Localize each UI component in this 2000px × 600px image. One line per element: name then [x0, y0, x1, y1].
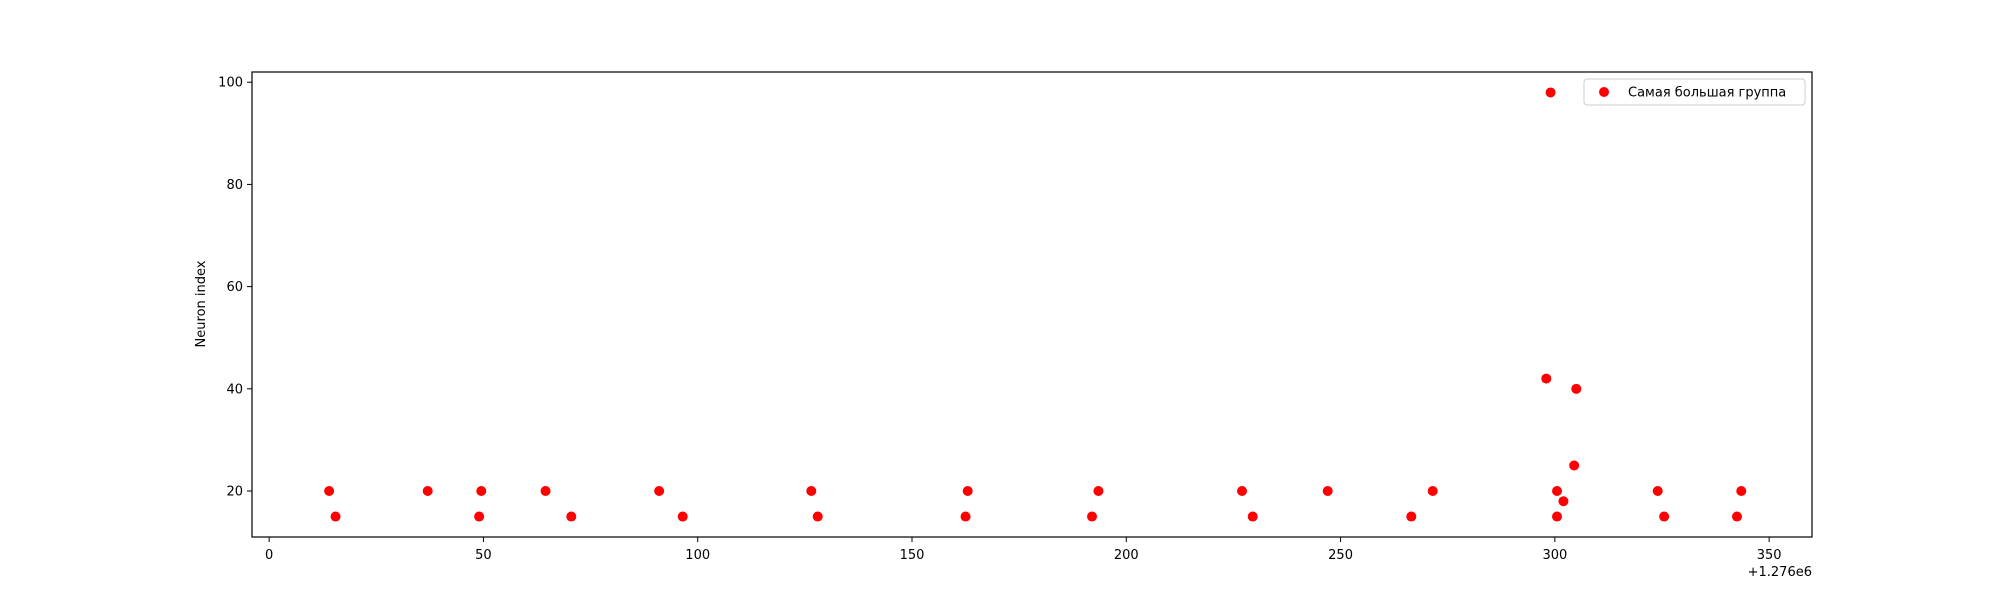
data-point — [1736, 486, 1747, 497]
x-tick-label: 50 — [475, 548, 492, 563]
axes-frame — [251, 71, 1813, 538]
data-point — [654, 486, 665, 497]
x-tick-label: 200 — [1114, 548, 1139, 563]
y-axis-label: Neuron index — [194, 260, 209, 347]
legend-marker — [1599, 87, 1609, 97]
data-point — [324, 486, 335, 497]
y-tick-label: 60 — [226, 280, 243, 295]
x-tick-label: 0 — [265, 548, 273, 563]
data-point — [540, 486, 551, 497]
data-point — [330, 511, 341, 522]
data-point — [1652, 486, 1663, 497]
data-point — [1552, 486, 1562, 497]
data-point — [962, 486, 973, 497]
data-point — [1552, 511, 1562, 522]
data-point — [812, 511, 823, 522]
data-point — [1237, 486, 1247, 497]
data-point — [1093, 486, 1104, 497]
data-point — [1322, 486, 1333, 497]
data-point — [1541, 373, 1552, 384]
y-axis: 20 40 60 80 100 — [218, 76, 252, 500]
x-tick-label: 350 — [1757, 548, 1782, 563]
data-point — [1545, 87, 1556, 98]
x-axis-offset-label: +1.276e6 — [1748, 565, 1812, 580]
data-point — [1247, 511, 1258, 522]
data-point — [806, 486, 817, 497]
y-tick-label: 100 — [218, 76, 243, 91]
data-point — [677, 511, 688, 522]
data-point — [566, 511, 577, 522]
y-tick-label: 40 — [226, 382, 243, 397]
plot-area — [324, 87, 1747, 522]
data-point — [1558, 496, 1569, 507]
data-point — [1406, 511, 1417, 522]
legend-box — [1583, 78, 1806, 106]
data-point — [1087, 511, 1097, 522]
legend: Самая большая группа — [1583, 78, 1806, 106]
y-tick-label: 80 — [226, 178, 243, 193]
data-point — [422, 486, 433, 497]
legend-label: Самая большая группа — [1628, 86, 1786, 101]
data-point — [1732, 511, 1742, 522]
x-tick-label: 300 — [1542, 548, 1567, 563]
y-tick-label: 20 — [226, 485, 243, 500]
data-point — [960, 511, 971, 522]
x-tick-label: 150 — [900, 548, 925, 563]
data-point — [1571, 383, 1582, 394]
x-axis: 0 50 100 150 200 250 300 350 — [265, 537, 1782, 563]
data-point — [1659, 511, 1670, 522]
data-point — [474, 511, 485, 522]
data-point — [1569, 460, 1580, 471]
data-point — [476, 486, 487, 497]
x-tick-label: 100 — [685, 548, 710, 563]
data-point — [1427, 486, 1438, 497]
x-tick-label: 250 — [1328, 548, 1353, 563]
